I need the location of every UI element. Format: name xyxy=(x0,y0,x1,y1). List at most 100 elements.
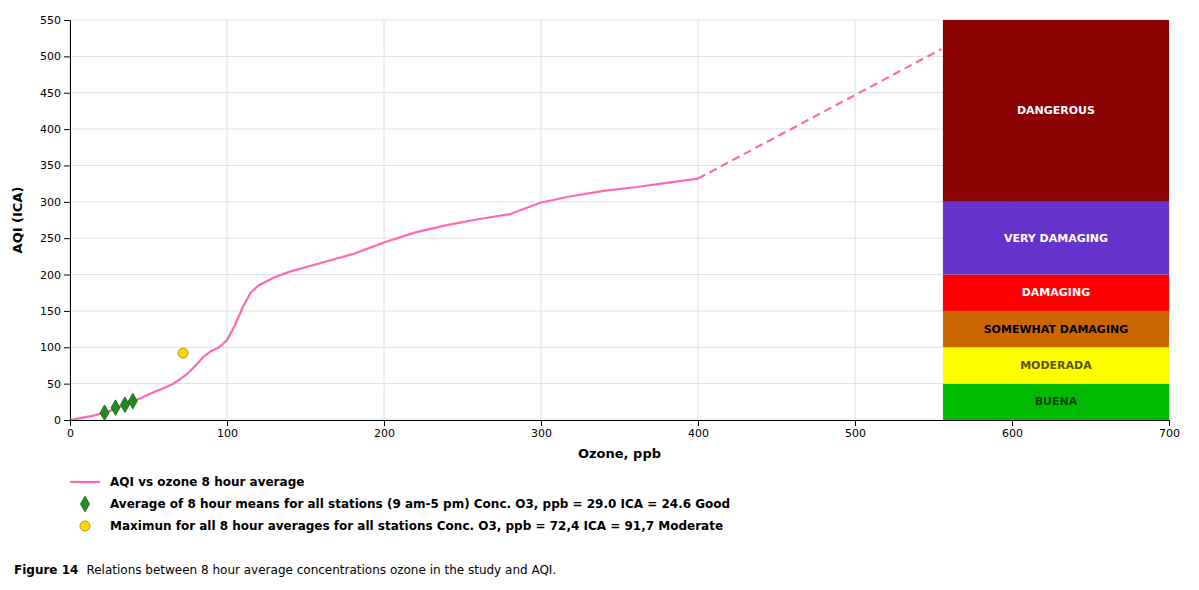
zone-labels: BUENA MODERADA SOMEWHAT DAMAGING DAMAGING VE… xyxy=(984,104,1129,408)
grid-line xyxy=(227,20,228,420)
tick: 500 xyxy=(845,420,866,440)
tick-label: 0 xyxy=(67,427,74,440)
tick-label: 100 xyxy=(217,427,238,440)
tick-label: 700 xyxy=(1159,427,1180,440)
tick-label: 500 xyxy=(40,50,61,63)
tick: 50 xyxy=(47,378,70,391)
grid-line xyxy=(384,20,385,420)
tick-mark xyxy=(384,420,385,426)
tick-mark xyxy=(64,202,70,203)
tick-mark xyxy=(64,129,70,130)
tick-label: 100 xyxy=(40,341,61,354)
tick-mark xyxy=(64,20,70,21)
point xyxy=(178,348,188,358)
tick: 700 xyxy=(1159,420,1180,440)
tick-mark xyxy=(1169,420,1170,426)
zone xyxy=(943,347,1169,383)
axis-line xyxy=(71,421,1170,427)
tick-mark xyxy=(64,275,70,276)
legend-swatch xyxy=(80,521,90,531)
tick-label: 450 xyxy=(40,87,61,100)
tick-mark xyxy=(64,238,70,239)
tick-mark xyxy=(64,384,70,385)
tick: 100 xyxy=(217,420,238,440)
tick: 150 xyxy=(40,305,70,318)
point xyxy=(100,405,109,420)
zone-label: MODERADA xyxy=(1020,359,1092,372)
chart: BUENA MODERADA SOMEWHAT DAMAGING DAMAGING VE… xyxy=(0,0,1199,590)
point xyxy=(120,397,129,413)
tick-label: 600 xyxy=(1002,427,1023,440)
tick: 200 xyxy=(40,269,70,282)
point xyxy=(128,393,137,409)
caption: Figure 14 Relations between 8 hour avera… xyxy=(14,563,556,577)
plot-marks xyxy=(70,20,1169,420)
tick: 600 xyxy=(1002,420,1023,440)
tick: 100 xyxy=(40,341,70,354)
axis-line xyxy=(64,21,71,421)
tick: 350 xyxy=(40,159,70,172)
tick-label: 300 xyxy=(531,427,552,440)
tick-label: 400 xyxy=(688,427,709,440)
zone-label: VERY DAMAGING xyxy=(1004,232,1108,245)
x-axis-title: Ozone, ppb xyxy=(578,446,661,461)
tick-label: 250 xyxy=(40,232,61,245)
tick: 500 xyxy=(40,50,70,63)
line xyxy=(698,49,941,178)
tick-label: 500 xyxy=(845,427,866,440)
tick-mark xyxy=(64,347,70,348)
legend-item: AQI vs ozone 8 hour average xyxy=(70,475,304,489)
tick-mark xyxy=(855,420,856,426)
zone xyxy=(943,311,1169,347)
zone-label: BUENA xyxy=(1035,395,1078,408)
tick-label: 400 xyxy=(40,123,61,136)
tick: 300 xyxy=(40,196,70,209)
tick-mark xyxy=(698,420,699,426)
tick-mark xyxy=(64,56,70,57)
grid-line xyxy=(541,20,542,420)
tick: 550 xyxy=(40,14,70,27)
tick-mark xyxy=(64,165,70,166)
tick-label: 300 xyxy=(40,196,61,209)
tick-label: 350 xyxy=(40,159,61,172)
tick: 400 xyxy=(40,123,70,136)
zone-label: DANGEROUS xyxy=(1017,104,1095,117)
tick: 450 xyxy=(40,87,70,100)
tick-mark xyxy=(64,311,70,312)
zone-label: SOMEWHAT DAMAGING xyxy=(984,323,1129,336)
legend-label: Average of 8 hour means for all stations… xyxy=(110,497,730,511)
tick-label: 200 xyxy=(40,269,61,282)
tick-label: 550 xyxy=(40,14,61,27)
grid-line xyxy=(855,20,856,420)
tick-mark xyxy=(64,420,70,421)
zone xyxy=(943,20,1169,202)
tick: 250 xyxy=(40,232,70,245)
legend-swatch xyxy=(81,496,90,512)
line xyxy=(70,179,698,420)
legend-label: AQI vs ozone 8 hour average xyxy=(110,475,304,489)
tick-label: 0 xyxy=(54,414,61,427)
tick-mark xyxy=(227,420,228,426)
point xyxy=(111,400,120,416)
caption-text: Relations between 8 hour average concent… xyxy=(86,563,556,577)
caption-label: Figure 14 xyxy=(14,563,78,577)
grid xyxy=(70,20,1169,420)
tick: 300 xyxy=(531,420,552,440)
tick: 0 xyxy=(67,420,74,440)
legend-item: Average of 8 hour means for all stations… xyxy=(81,496,731,512)
tick: 400 xyxy=(688,420,709,440)
tick: 200 xyxy=(374,420,395,440)
y-axis: 0 50 100 150 200 250 300 350 400 450 500 550 xyxy=(40,14,71,427)
zone xyxy=(943,202,1169,275)
tick-label: 150 xyxy=(40,305,61,318)
tick-mark xyxy=(541,420,542,426)
zone xyxy=(943,275,1169,311)
tick: 0 xyxy=(54,414,70,427)
tick-mark xyxy=(64,93,70,94)
tick-label: 50 xyxy=(47,378,61,391)
grid-line xyxy=(698,20,699,420)
tick-mark xyxy=(1012,420,1013,426)
zone-label: DAMAGING xyxy=(1022,286,1090,299)
legend-swatch xyxy=(70,481,100,483)
zone xyxy=(943,384,1169,420)
